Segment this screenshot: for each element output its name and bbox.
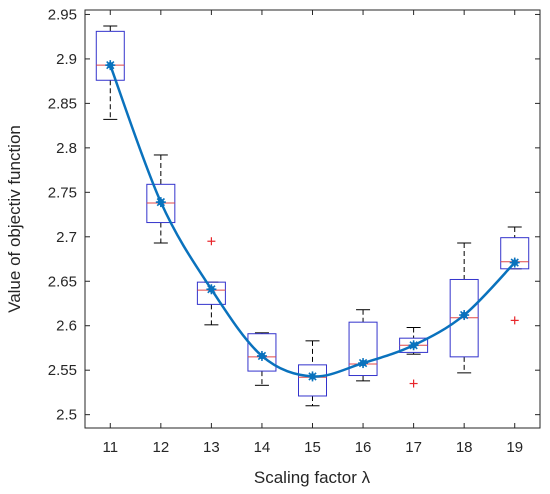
x-tick-label: 17 xyxy=(405,439,422,456)
x-tick-label: 13 xyxy=(203,439,220,456)
y-tick-label: 2.7 xyxy=(56,229,77,246)
x-axis-label: Scaling factor λ xyxy=(254,468,371,487)
y-tick-label: 2.85 xyxy=(48,95,77,112)
y-tick-label: 2.95 xyxy=(48,6,77,23)
mean-point-ray xyxy=(358,358,368,368)
x-tick-label: 12 xyxy=(152,439,169,456)
y-tick-label: 2.5 xyxy=(56,407,77,424)
x-tick-label: 11 xyxy=(102,439,118,456)
mean-point xyxy=(408,340,419,351)
mean-point xyxy=(256,350,267,361)
x-tick-label: 18 xyxy=(456,439,473,456)
iqr-box xyxy=(348,321,378,377)
y-tick-label: 2.8 xyxy=(56,140,77,157)
y-tick-label: 2.65 xyxy=(48,273,77,290)
mean-point-ray xyxy=(156,197,165,207)
box-group xyxy=(298,340,327,407)
outlier-marker xyxy=(510,316,519,325)
iqr-box xyxy=(247,333,277,372)
x-tick-label: 14 xyxy=(254,439,271,456)
chart-marks xyxy=(95,25,530,407)
axis-ticks: 2.5 2.55 2.6 2.65 2.7 2.75 2.8 2.85 2.9 2.95 11 12 1… xyxy=(48,6,540,456)
mean-point xyxy=(105,60,116,71)
iqr-box xyxy=(298,364,327,397)
y-tick-label: 2.55 xyxy=(48,362,77,379)
plot-frame xyxy=(84,9,541,429)
mean-point xyxy=(155,197,166,208)
mean-point-ray xyxy=(207,285,216,294)
mean-point-ray xyxy=(106,60,115,70)
box-group xyxy=(500,226,530,325)
y-tick-label: 2.75 xyxy=(48,184,77,201)
mean-point xyxy=(307,371,318,382)
y-tick-label: 2.9 xyxy=(56,51,77,68)
mean-point-ray xyxy=(257,351,267,361)
box-group xyxy=(146,154,176,244)
x-tick-label: 15 xyxy=(304,439,321,456)
mean-point xyxy=(358,358,369,369)
box-group xyxy=(399,327,429,388)
outlier-marker xyxy=(207,237,216,246)
mean-point xyxy=(509,257,520,268)
box-group xyxy=(247,332,277,386)
mean-point-ray xyxy=(409,341,418,350)
iqr-box xyxy=(500,237,530,270)
mean-point-ray xyxy=(308,372,317,381)
mean-point xyxy=(459,310,470,321)
outlier-marker xyxy=(409,379,418,388)
iqr-box xyxy=(95,30,125,81)
mean-point-ray xyxy=(460,310,469,320)
mean-point-ray xyxy=(510,258,519,267)
iqr-box xyxy=(196,281,226,305)
y-axis-label: Value of objectiv function xyxy=(5,125,24,313)
y-tick-label: 2.6 xyxy=(56,318,77,335)
mean-point xyxy=(206,284,217,295)
x-tick-label: 16 xyxy=(355,439,372,456)
x-tick-label: 19 xyxy=(506,439,523,456)
